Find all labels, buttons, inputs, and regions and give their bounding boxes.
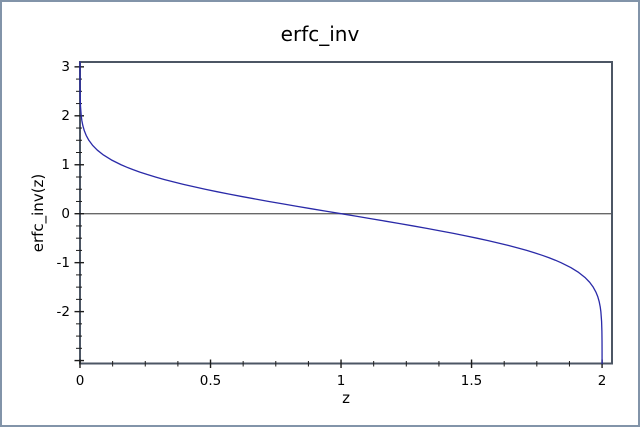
chart-title: erfc_inv (280, 22, 360, 46)
x-axis-label: z (342, 389, 350, 407)
x-tick-label: 0.5 (199, 373, 222, 389)
x-tick-label: 2 (597, 373, 607, 389)
y-tick-label: 3 (61, 58, 70, 75)
plot-area (74, 61, 613, 368)
plot-frame (79, 61, 613, 365)
y-tick-label: 1 (61, 156, 70, 173)
y-tick-label: 2 (61, 107, 70, 124)
y-tick-label: -1 (56, 254, 70, 271)
x-tick-label: 0 (75, 373, 85, 389)
x-tick-label: 1.5 (460, 373, 483, 389)
y-axis-label: erfc_inv(z) (29, 173, 47, 253)
curve-line (79, 61, 603, 365)
y-tick-label: -2 (56, 303, 70, 320)
x-tick-label: 1 (336, 373, 346, 389)
